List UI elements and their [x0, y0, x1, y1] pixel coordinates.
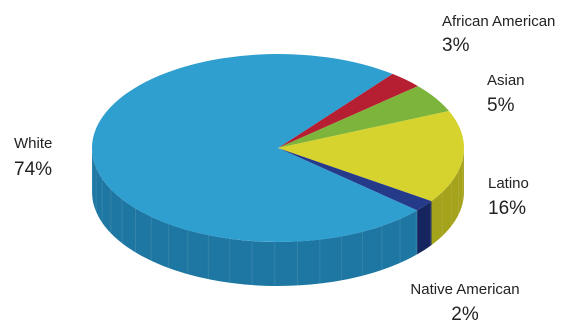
slice-label-percent: 2%	[451, 304, 479, 325]
slice-label-name: Latino	[488, 175, 529, 192]
slice-label-percent: 3%	[442, 35, 470, 56]
slice-label-percent: 74%	[14, 159, 52, 180]
slice-latino	[278, 110, 464, 202]
pie-sides	[92, 148, 465, 286]
slice-label-percent: 5%	[487, 95, 515, 116]
slice-label-name: African American	[442, 13, 555, 30]
slice-african-american	[278, 73, 418, 148]
pie-slices	[91, 54, 464, 243]
slice-label-native-american: Native American 2%	[410, 281, 519, 325]
slice-white	[91, 54, 418, 243]
slice-side-white	[92, 148, 418, 286]
slice-side-latino	[431, 148, 464, 246]
slice-label-asian: Asian 5%	[487, 72, 525, 116]
slice-label-latino: Latino 16%	[488, 175, 529, 219]
slice-label-percent: 16%	[488, 198, 526, 219]
slice-label-african-american: African American 3%	[442, 13, 555, 56]
slice-asian	[278, 86, 449, 148]
slice-label-name: Native American	[410, 281, 519, 298]
slice-label-white: White 74%	[14, 135, 52, 180]
slice-native-american	[278, 148, 432, 211]
slice-side-native-american	[417, 201, 432, 255]
slice-label-name: White	[14, 135, 52, 152]
slice-label-name: Asian	[487, 72, 525, 89]
